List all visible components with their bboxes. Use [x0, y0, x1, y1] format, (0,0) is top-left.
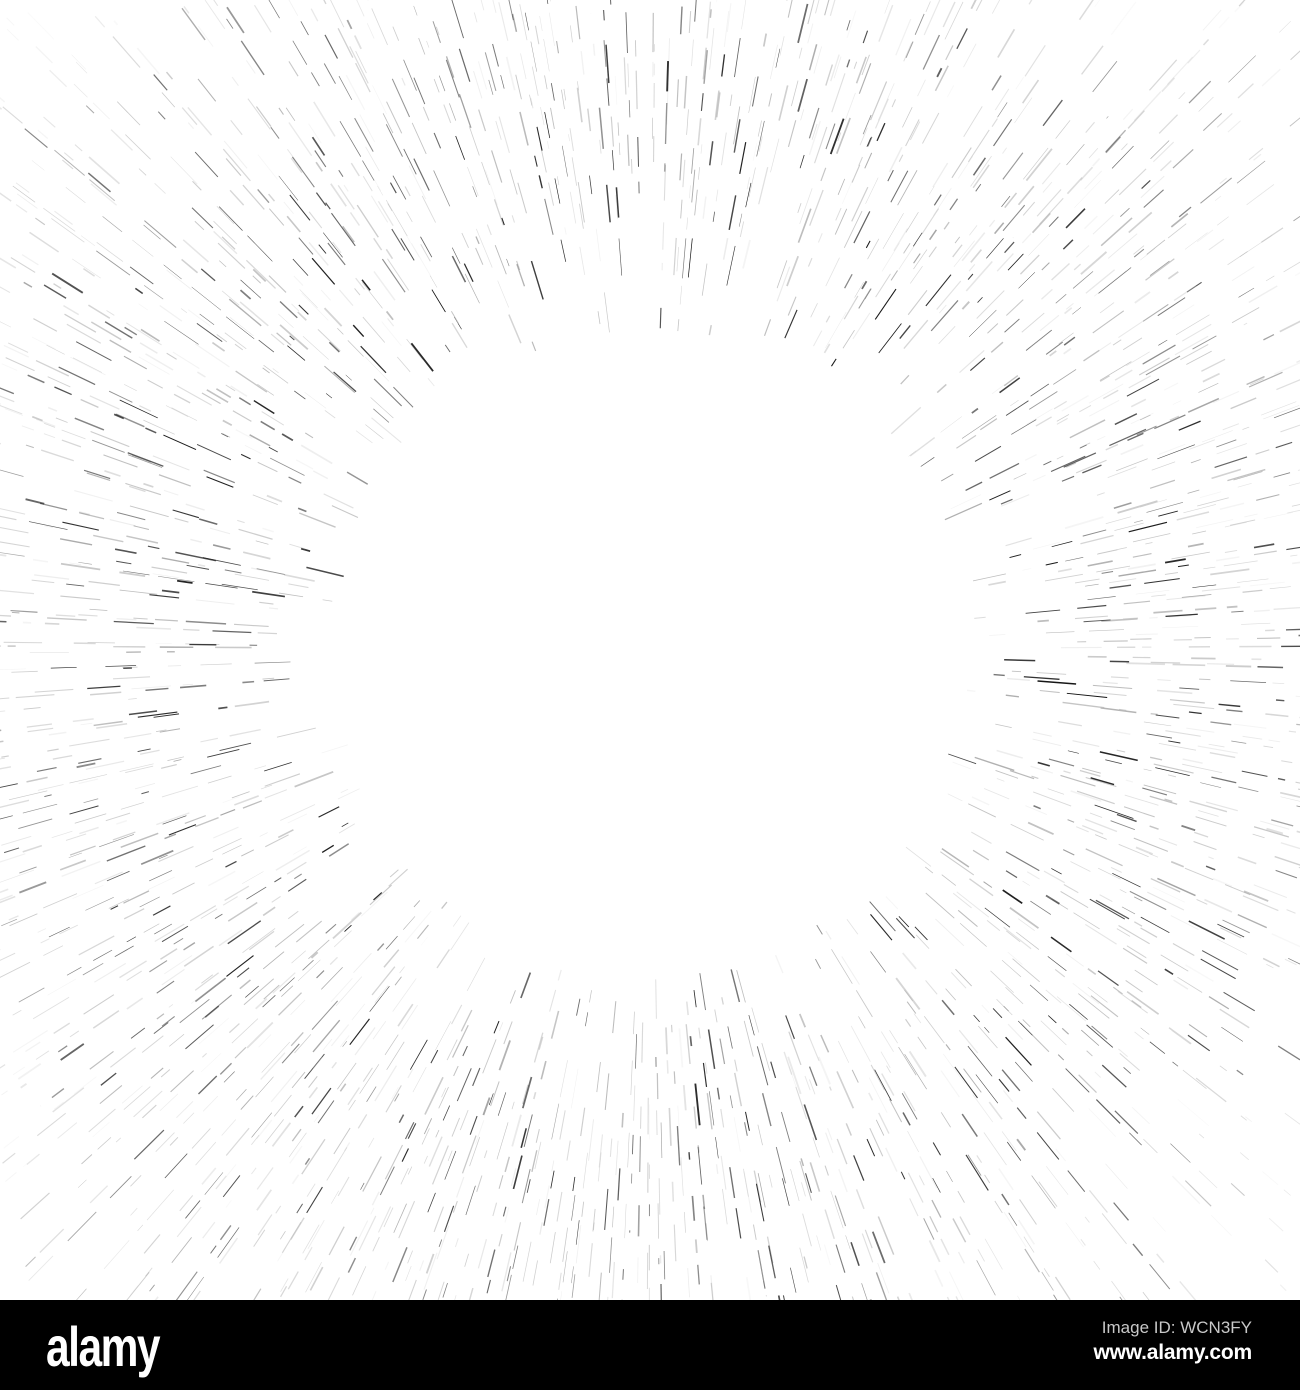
alamy-logo: alamy [46, 1315, 161, 1378]
watermark-meta: Image ID: WCN3FY www.alamy.com [1093, 1316, 1253, 1366]
starburst-svg [0, 0, 1300, 1300]
ray-group [0, 0, 1300, 1300]
alamy-url-label: www.alamy.com [1093, 1341, 1253, 1364]
image-id-label: Image ID: WCN3FY [1101, 1318, 1252, 1337]
artwork-canvas [0, 0, 1300, 1300]
artwork-background [0, 0, 1300, 1300]
alamy-watermark-bar [0, 1300, 1300, 1390]
